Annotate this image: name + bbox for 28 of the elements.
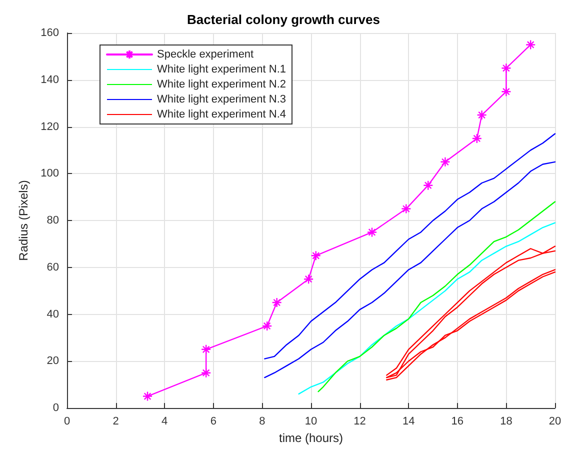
x-tick-label: 12: [354, 416, 366, 428]
y-tick-label: 80: [46, 214, 59, 226]
y-tick-label: 40: [46, 308, 59, 320]
x-tick-label: 8: [259, 416, 266, 428]
y-tick-label: 100: [40, 168, 59, 180]
y-tick-label: 60: [46, 261, 59, 274]
x-tick-label: 0: [64, 416, 70, 428]
x-axis-title: time (hours): [278, 430, 344, 445]
x-tick-label: 4: [162, 416, 168, 428]
legend-label: White light experiment N.4: [157, 108, 286, 120]
chart-title: Bacterial colony growth curves: [187, 12, 380, 27]
x-tick-label: 2: [112, 416, 119, 428]
x-tick-label: 6: [210, 416, 216, 428]
legend-label: White light experiment N.1: [157, 64, 286, 76]
y-tick-label: 0: [52, 402, 59, 414]
y-tick-label: 140: [40, 74, 59, 86]
y-axis-title: Radius (Pixels): [16, 180, 31, 261]
x-tick-label: 18: [500, 416, 512, 428]
x-tick-label: 16: [451, 416, 464, 428]
legend-label: White light experiment N.2: [157, 78, 286, 90]
y-tick-label: 160: [40, 27, 59, 39]
y-tick-label: 120: [40, 120, 59, 133]
y-tick-label: 20: [46, 355, 59, 368]
legend-label: Speckle experiment: [157, 48, 254, 60]
x-tick-label: 10: [304, 416, 318, 428]
legend-label: White light experiment N.3: [157, 94, 286, 106]
x-tick-label: 14: [402, 416, 415, 428]
x-tick-label: 20: [548, 416, 562, 428]
